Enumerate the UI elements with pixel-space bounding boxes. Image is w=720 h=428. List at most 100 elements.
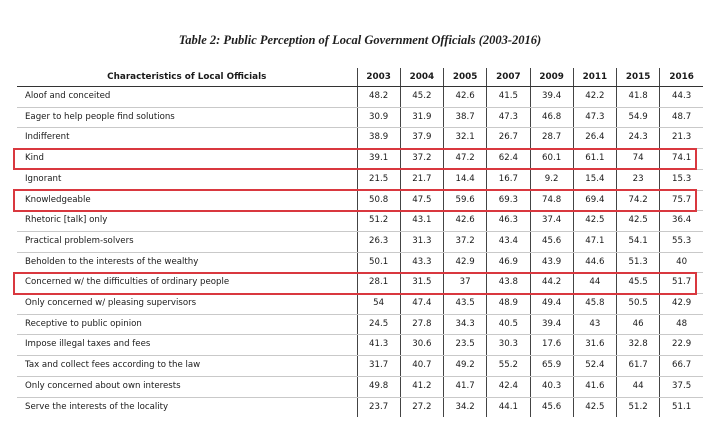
row-value-cell: 23.7	[356, 397, 401, 418]
row-value-cell: 54.9	[615, 107, 660, 129]
row-value-cell: 39.4	[529, 86, 574, 108]
row-value-cell: 52.4	[572, 355, 617, 377]
row-value-cell: 43.5	[442, 293, 487, 315]
row-value-cell: 38.9	[356, 127, 401, 150]
row-value-cell: 51.1	[659, 397, 703, 418]
row-value-cell: 39.4	[529, 314, 574, 336]
row-value-cell: 43.9	[529, 252, 574, 274]
row-value-cell: 40.3	[529, 376, 574, 398]
row-value-cell: 51.3	[615, 252, 660, 274]
row-value-cell: 41.8	[615, 86, 660, 108]
row-value-cell: 43.4	[486, 231, 530, 253]
row-value-cell: 21.7	[399, 169, 444, 191]
row-value-cell: 44	[572, 272, 617, 295]
row-characteristic-label: Kind	[17, 148, 357, 170]
row-value-cell: 41.5	[486, 86, 530, 108]
row-value-cell: 74.1	[659, 148, 703, 170]
row-value-cell: 50.1	[356, 252, 401, 274]
row-value-cell: 23	[615, 169, 660, 191]
row-value-cell: 43.1	[399, 210, 444, 232]
table-body: Aloof and conceited 48.2 45.2 42.6 41.5 39.4 4…	[17, 86, 703, 418]
row-value-cell: 40.5	[486, 314, 530, 336]
row-value-cell: 30.9	[356, 107, 401, 129]
row-value-cell: 47.5	[399, 190, 444, 212]
row-value-cell: 43.3	[399, 252, 444, 274]
row-value-cell: 41.2	[399, 376, 444, 398]
row-value-cell: 50.8	[356, 190, 401, 212]
row-value-cell: 17.6	[529, 334, 574, 357]
row-value-cell: 22.9	[659, 334, 703, 357]
row-value-cell: 61.7	[615, 355, 660, 377]
row-characteristic-label: Receptive to public opinion	[17, 314, 357, 336]
row-characteristic-label: Only concerned w/ pleasing supervisors	[17, 293, 357, 315]
column-header-year: 2016	[659, 68, 703, 87]
row-value-cell: 40	[659, 252, 703, 274]
row-characteristic-label: Concerned w/ the difficulties of ordinar…	[17, 272, 357, 295]
column-header-year: 2011	[572, 68, 617, 87]
row-value-cell: 37.2	[399, 148, 444, 170]
row-value-cell: 15.3	[659, 169, 703, 191]
table-row: Eager to help people find solutions 30.9 3…	[17, 107, 703, 129]
row-value-cell: 44.6	[572, 252, 617, 274]
row-value-cell: 46	[615, 314, 660, 336]
row-value-cell: 66.7	[659, 355, 703, 377]
row-value-cell: 30.3	[486, 334, 530, 357]
row-value-cell: 26.3	[356, 231, 401, 253]
row-value-cell: 24.5	[356, 314, 401, 336]
table-row: Ignorant 21.5 21.7 14.4 16.7 9.2 15.4 23 15.3	[17, 169, 703, 191]
row-characteristic-label: Indifferent	[17, 127, 357, 150]
row-characteristic-label: Only concerned about own interests	[17, 376, 357, 398]
row-value-cell: 31.3	[399, 231, 444, 253]
row-value-cell: 46.8	[529, 107, 574, 129]
row-value-cell: 48.2	[356, 86, 401, 108]
table-title: Table 2: Public Perception of Local Gove…	[178, 33, 542, 47]
row-value-cell: 38.7	[442, 107, 487, 129]
table-row: Only concerned w/ pleasing supervisors 54…	[17, 293, 703, 315]
column-header-year: 2009	[529, 68, 574, 87]
row-value-cell: 39.1	[356, 148, 401, 170]
row-value-cell: 49.8	[356, 376, 401, 398]
row-value-cell: 51.7	[659, 272, 703, 295]
row-value-cell: 51.2	[356, 210, 401, 232]
row-value-cell: 32.8	[615, 334, 660, 357]
table-row: Concerned w/ the difficulties of ordinar…	[17, 272, 703, 295]
row-value-cell: 34.2	[442, 397, 487, 418]
row-value-cell: 28.1	[356, 272, 401, 295]
row-value-cell: 47.3	[572, 107, 617, 129]
row-value-cell: 44.2	[529, 272, 574, 295]
row-value-cell: 37.9	[399, 127, 444, 150]
row-value-cell: 69.4	[572, 190, 617, 212]
row-value-cell: 31.5	[399, 272, 444, 295]
row-value-cell: 44.3	[659, 86, 703, 108]
row-value-cell: 54.1	[615, 231, 660, 253]
row-value-cell: 43.8	[486, 272, 530, 295]
column-header-characteristics: Characteristics of Local Officials	[17, 68, 357, 87]
row-value-cell: 26.7	[486, 127, 530, 150]
row-value-cell: 45.2	[399, 86, 444, 108]
row-value-cell: 14.4	[442, 169, 487, 191]
table-row: Receptive to public opinion 24.5 27.8 34.3 4…	[17, 314, 703, 336]
row-value-cell: 51.2	[615, 397, 660, 418]
table-row: Beholden to the interests of the wealthy…	[17, 252, 703, 274]
row-value-cell: 44.1	[486, 397, 530, 418]
row-value-cell: 28.7	[529, 127, 574, 150]
row-value-cell: 55.3	[659, 231, 703, 253]
table-row: Tax and collect fees according to the la…	[17, 355, 703, 377]
row-value-cell: 9.2	[529, 169, 574, 191]
row-value-cell: 23.5	[442, 334, 487, 357]
row-value-cell: 42.2	[572, 86, 617, 108]
row-value-cell: 48.9	[486, 293, 530, 315]
row-value-cell: 31.6	[572, 334, 617, 357]
row-value-cell: 32.1	[442, 127, 487, 150]
row-value-cell: 42.6	[442, 86, 487, 108]
row-value-cell: 49.2	[442, 355, 487, 377]
row-characteristic-label: Beholden to the interests of the wealthy	[17, 252, 357, 274]
row-value-cell: 15.4	[572, 169, 617, 191]
table-row: Kind 39.1 37.2 47.2 62.4 60.1 61.1 74 74.1	[17, 148, 703, 170]
row-value-cell: 37.4	[529, 210, 574, 232]
row-value-cell: 55.2	[486, 355, 530, 377]
row-value-cell: 42.4	[486, 376, 530, 398]
table-row: Knowledgeable 50.8 47.5 59.6 69.3 74.8 69.4 74.…	[17, 190, 703, 212]
column-header-year: 2004	[399, 68, 444, 87]
row-value-cell: 65.9	[529, 355, 574, 377]
